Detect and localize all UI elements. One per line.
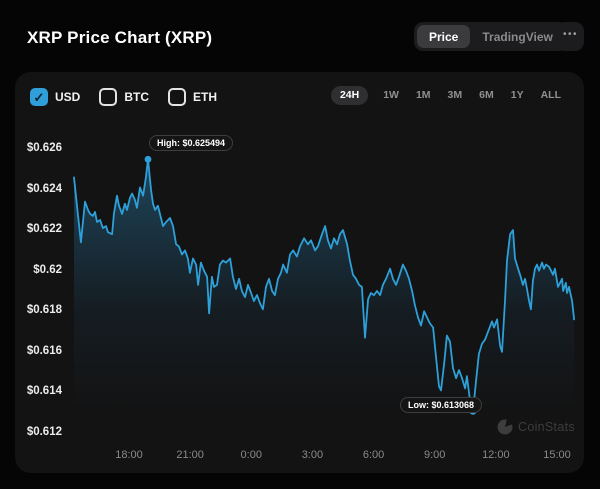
price-view-button[interactable]: Price: [417, 25, 471, 48]
y-axis-label: $0.624: [26, 182, 62, 195]
x-axis-label: 0:00: [240, 449, 262, 461]
x-axis-label: 18:00: [115, 449, 143, 461]
watermark: CoinStats: [497, 419, 575, 435]
range-6m[interactable]: 6M: [479, 89, 494, 101]
currency-label: BTC: [124, 90, 150, 104]
y-axis-label: $0.612: [26, 426, 62, 438]
currency-option-usd[interactable]: ✓ USD: [30, 88, 80, 106]
range-24h[interactable]: 24H: [330, 85, 369, 105]
range-3m[interactable]: 3M: [447, 89, 463, 101]
more-options-button[interactable]: •••: [557, 22, 584, 51]
high-marker: [144, 155, 152, 163]
more-options-icon: •••: [562, 29, 578, 40]
chart-view-toggle: Price TradingView: [414, 22, 568, 51]
currency-selector: ✓ USD BTC ETH: [30, 88, 236, 106]
btc-checkbox: [99, 88, 118, 106]
range-1y[interactable]: 1Y: [510, 89, 524, 101]
low-price-tooltip: Low: $0.613068: [400, 397, 483, 413]
area-fill: [74, 159, 575, 437]
page-title: XRP Price Chart (XRP): [27, 28, 213, 47]
y-axis-label: $0.626: [26, 142, 62, 154]
y-axis-label: $0.622: [26, 223, 62, 236]
coinstats-logo-icon: [497, 419, 513, 435]
range-1w[interactable]: 1W: [383, 89, 399, 101]
y-axis-label: $0.62: [33, 263, 62, 276]
high-price-tooltip: High: $0.625494: [149, 135, 234, 151]
check-icon: ✓: [33, 89, 45, 105]
currency-label: USD: [55, 90, 81, 104]
x-axis-label: 12:00: [482, 449, 510, 461]
currency-option-eth[interactable]: ETH: [168, 88, 217, 106]
tradingview-view-button[interactable]: TradingView: [482, 29, 553, 44]
x-axis-label: 9:00: [423, 449, 446, 461]
usd-checkbox: ✓: [30, 88, 48, 106]
y-axis-label: $0.614: [26, 385, 62, 398]
watermark-label: CoinStats: [518, 420, 575, 434]
x-axis-label: 21:00: [176, 449, 204, 461]
y-axis-label: $0.618: [26, 304, 62, 317]
price-line: [73, 158, 576, 413]
x-axis-label: 15:00: [543, 449, 571, 461]
price-line-chart[interactable]: [68, 140, 588, 440]
range-all[interactable]: ALL: [540, 89, 561, 101]
y-axis-label: $0.616: [26, 344, 62, 357]
chart-card: ✓ USD BTC ETH 24H 1W 1M 3M 6M 1Y ALL $0.…: [15, 72, 584, 473]
currency-label: ETH: [193, 90, 218, 104]
eth-checkbox: [168, 88, 187, 106]
x-axis-label: 6:00: [362, 449, 385, 461]
currency-option-btc[interactable]: BTC: [99, 88, 149, 106]
x-axis-label: 3:00: [301, 449, 324, 461]
time-range-selector: 24H 1W 1M 3M 6M 1Y ALL: [330, 85, 563, 105]
range-1m[interactable]: 1M: [415, 89, 431, 101]
